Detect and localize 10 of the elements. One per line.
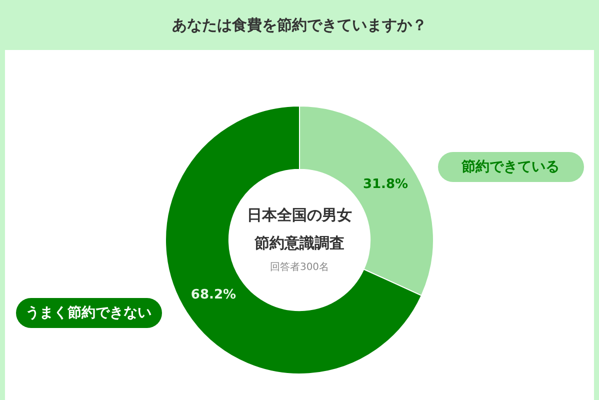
pill-badge: うまく節約できない — [16, 298, 162, 328]
data-label: 68.2% — [190, 288, 236, 303]
pill-badge: 節約できている — [438, 152, 584, 182]
slice-label: 節約できている — [462, 159, 560, 176]
text: 回答者300名 — [268, 260, 330, 275]
data-label: 31.8% — [362, 177, 408, 192]
slice-label: うまく節約できない — [26, 304, 152, 320]
chart-title: あなたは食費を節約できていますか？ — [171, 15, 428, 36]
text: 日本全国の男女 — [247, 205, 352, 226]
text: 節約意識調査 — [254, 233, 346, 254]
